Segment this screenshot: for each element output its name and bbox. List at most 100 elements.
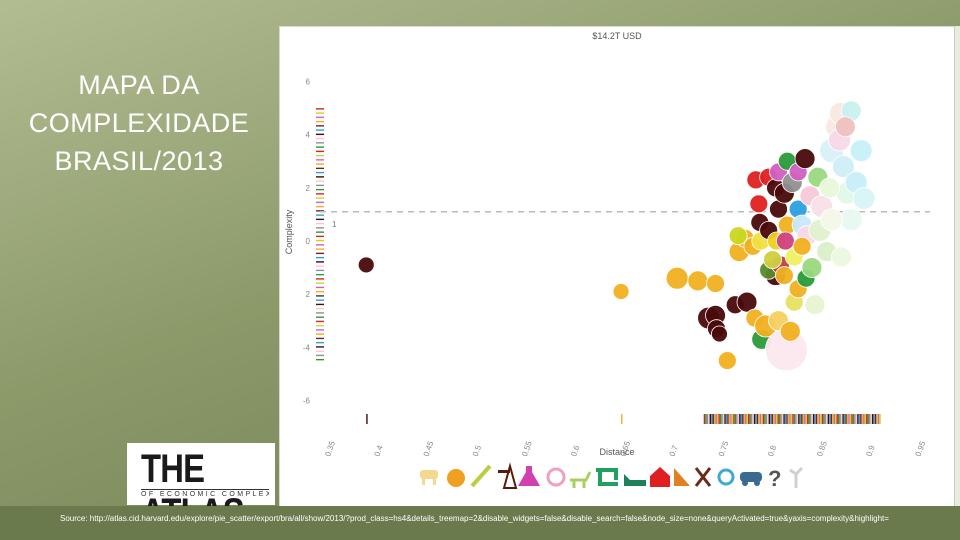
product-tick-mark	[833, 414, 835, 424]
product-tick-mark	[316, 358, 324, 361]
product-tick-mark	[781, 414, 784, 424]
stone-icon[interactable]	[674, 468, 690, 486]
product-tick-mark	[316, 137, 324, 140]
product-bubble[interactable]	[779, 320, 801, 342]
product-tick-mark	[852, 414, 855, 424]
product-bubble[interactable]	[717, 351, 737, 370]
product-tick-mark	[730, 414, 732, 424]
oil-rig-icon[interactable]	[498, 462, 518, 489]
product-tick-mark	[789, 414, 791, 424]
product-tick-mark	[773, 414, 775, 424]
product-tick-mark	[824, 414, 827, 424]
deer-icon[interactable]	[570, 471, 592, 488]
product-tick-mark	[316, 256, 324, 259]
y-tick-label: 2	[306, 184, 311, 193]
product-bubble[interactable]	[819, 177, 841, 199]
product-tick-mark	[826, 414, 828, 424]
product-bubble[interactable]	[775, 231, 795, 251]
product-tick-mark	[879, 414, 881, 424]
y-tick-label: 6	[306, 78, 311, 87]
product-tick-mark	[316, 231, 324, 233]
product-bubble[interactable]	[711, 325, 728, 343]
product-bubble[interactable]	[736, 291, 758, 313]
product-tick-mark	[316, 295, 324, 297]
product-tick-mark	[316, 125, 324, 127]
logo-divider	[141, 489, 269, 490]
product-tick-mark	[743, 414, 745, 424]
question-icon[interactable]: ?	[768, 466, 781, 490]
product-tick-mark	[845, 414, 847, 424]
product-tick-mark	[774, 414, 776, 424]
product-bubble[interactable]	[801, 257, 823, 278]
palm-icon[interactable]	[789, 466, 804, 488]
product-tick-mark	[316, 290, 324, 293]
sewing-machine-icon[interactable]	[596, 468, 618, 486]
product-bubble[interactable]	[839, 208, 863, 232]
product-tick-mark	[316, 197, 324, 199]
x-axis-label: Distance	[599, 447, 634, 457]
product-tick-mark	[316, 146, 324, 148]
product-bubble[interactable]	[774, 266, 794, 285]
product-tick-mark	[316, 235, 324, 238]
product-tick-mark	[866, 414, 868, 424]
flask-icon[interactable]	[518, 466, 540, 486]
product-tick-mark	[807, 414, 809, 424]
product-bubble[interactable]	[612, 283, 630, 300]
product-bubble[interactable]	[357, 256, 375, 274]
shoe-icon[interactable]	[624, 474, 646, 486]
y-tick-label: 4	[306, 131, 311, 140]
fruit-icon[interactable]	[447, 469, 465, 487]
tools-icon[interactable]	[694, 467, 712, 487]
product-tick-mark	[796, 414, 799, 424]
product-tick-mark	[316, 307, 324, 310]
product-tick-mark	[799, 414, 802, 424]
product-tick-mark	[780, 414, 782, 424]
product-bubble[interactable]	[834, 116, 856, 138]
product-tick-mark	[316, 184, 324, 187]
product-tick-mark	[316, 150, 324, 153]
house-icon[interactable]	[650, 467, 670, 487]
product-tick-mark	[795, 414, 797, 424]
product-tick-mark	[721, 414, 723, 424]
product-bubble[interactable]	[687, 270, 709, 292]
product-bubble[interactable]	[792, 236, 812, 256]
recycle-icon[interactable]	[546, 467, 566, 487]
product-bubble[interactable]	[820, 208, 844, 232]
product-bubble[interactable]	[832, 155, 855, 179]
product-tick-mark	[716, 414, 719, 424]
x-tick-label: 0.85	[815, 439, 829, 457]
product-bubble[interactable]	[749, 194, 769, 214]
product-bubble[interactable]	[665, 266, 689, 290]
product-tick-mark	[316, 108, 324, 110]
product-tick-mark	[870, 414, 872, 424]
slide-title-line-2: COMPLEXIDADE	[28, 108, 250, 138]
product-tick-mark	[808, 414, 810, 424]
complexity-scatter-chart[interactable]: $14.2T USD 6 4 2 0 2 -4 -6 0.35 0.4 0.45 0.5 0.55 0.…	[280, 27, 955, 507]
car-icon[interactable]	[740, 472, 762, 486]
product-tick-mark	[316, 350, 324, 352]
product-bubble[interactable]	[804, 294, 826, 316]
product-tick-mark	[755, 414, 757, 424]
product-bubble[interactable]	[849, 139, 873, 163]
product-tick-mark	[705, 414, 707, 424]
product-tick-mark	[812, 414, 815, 424]
product-bubble[interactable]	[852, 187, 876, 210]
leaf-icon[interactable]	[470, 464, 492, 488]
product-bubble[interactable]	[706, 274, 725, 293]
x-tick-label: 0.45	[422, 439, 436, 457]
product-tick-mark	[316, 261, 324, 263]
gear-icon[interactable]	[717, 468, 735, 486]
cow-icon[interactable]	[420, 470, 438, 485]
product-bubble[interactable]	[728, 226, 748, 246]
product-bubble[interactable]	[831, 246, 852, 268]
product-tick-mark	[801, 414, 803, 424]
product-tick-mark	[722, 414, 725, 424]
scatter-points[interactable]	[357, 100, 876, 372]
product-tick-mark	[804, 414, 806, 424]
product-tick-mark	[316, 333, 324, 335]
chart-panel: $14.2T USD 6 4 2 0 2 -4 -6 0.35 0.4 0.45 0.5 0.55 0.…	[279, 26, 956, 508]
product-bubble[interactable]	[763, 250, 782, 270]
product-tick-mark	[855, 414, 858, 424]
product-tick-mark	[840, 414, 843, 424]
product-bubble[interactable]	[794, 148, 816, 170]
